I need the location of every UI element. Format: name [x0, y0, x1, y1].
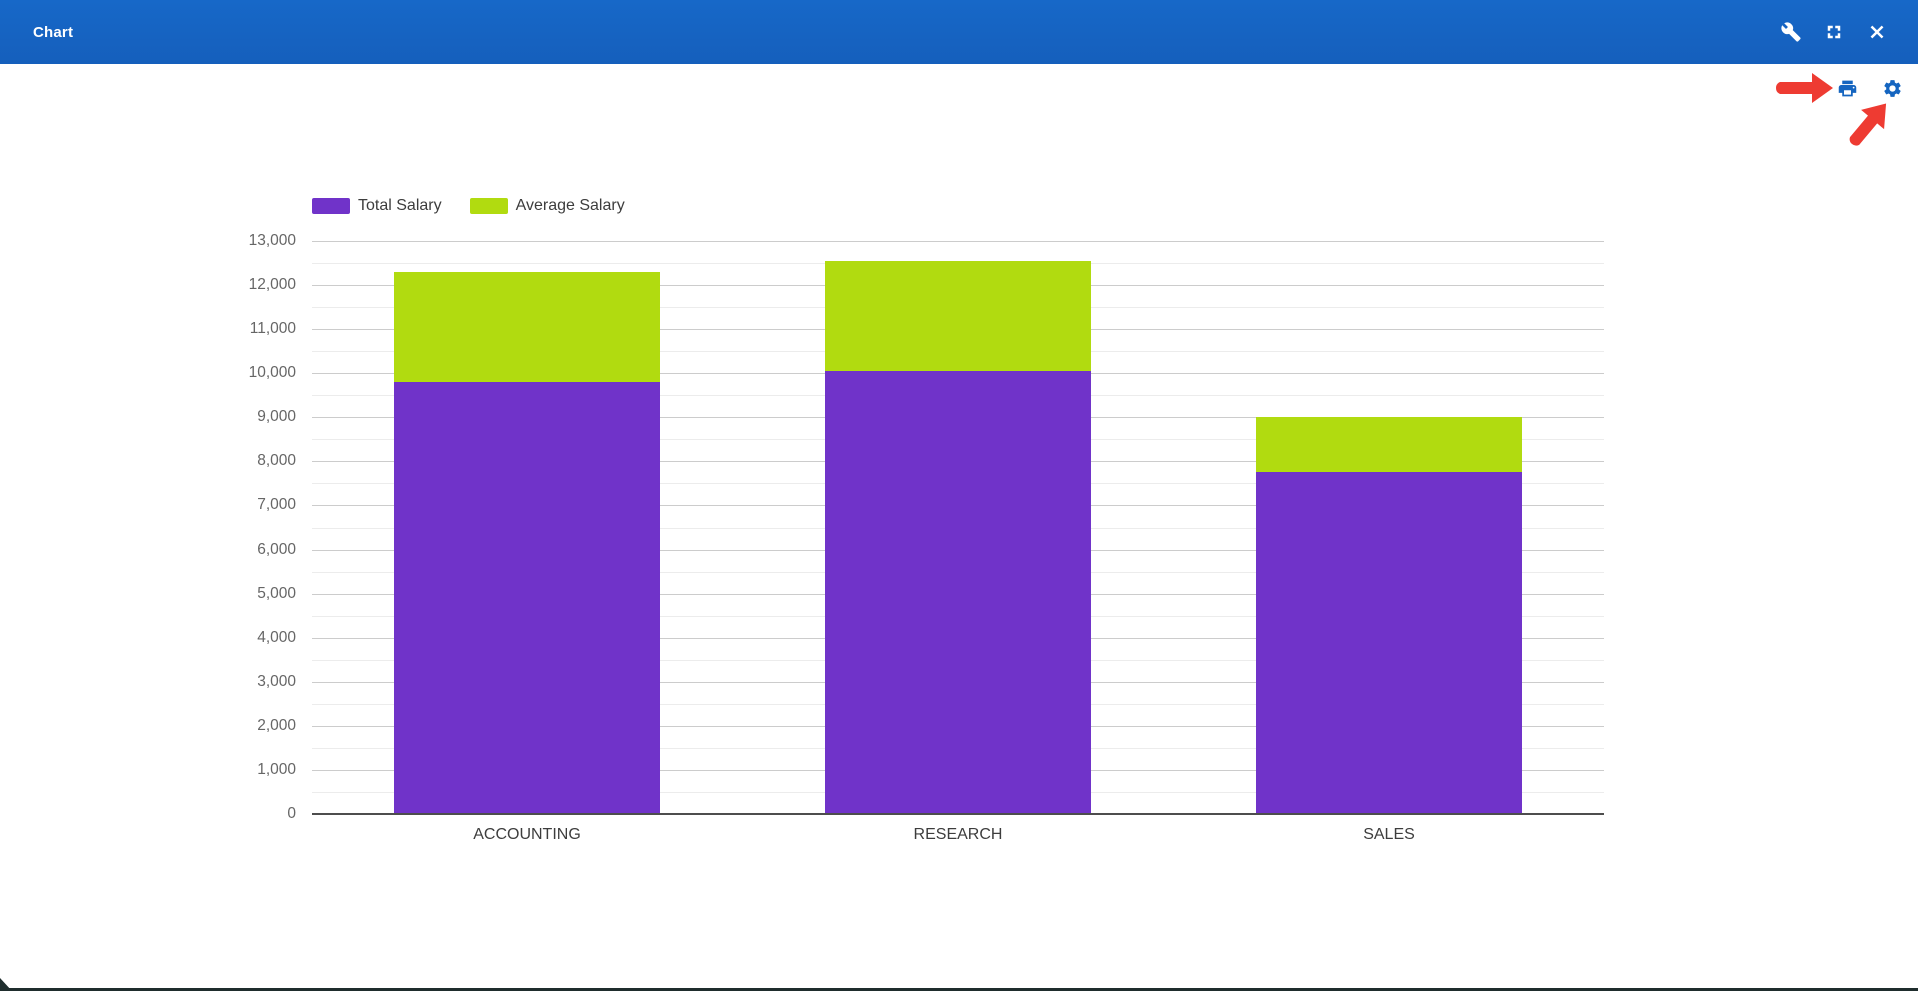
y-axis-tick-label: 3,000: [257, 673, 296, 690]
x-axis-baseline: [312, 813, 1604, 815]
y-axis-tick-label: 10,000: [248, 364, 296, 381]
y-axis-tick-label: 9,000: [257, 408, 296, 425]
y-axis-tick-label: 4,000: [257, 629, 296, 646]
bar-segment-average-salary-research[interactable]: [825, 261, 1091, 371]
y-axis-tick-label: 6,000: [257, 541, 296, 558]
screen-corner-wedge: [0, 978, 12, 991]
bar-segment-total-salary-accounting[interactable]: [394, 382, 660, 814]
chart-legend: Total Salary Average Salary: [312, 197, 625, 215]
bar-segment-total-salary-sales[interactable]: [1256, 472, 1522, 814]
y-axis-tick-label: 11,000: [249, 320, 296, 337]
y-axis-tick-label: 5,000: [257, 585, 296, 602]
legend-item-total-salary[interactable]: Total Salary: [312, 197, 442, 215]
gear-icon[interactable]: [1880, 76, 1904, 100]
y-axis-tick-label: 0: [287, 805, 296, 822]
legend-label: Average Salary: [515, 197, 625, 214]
legend-swatch-icon: [312, 198, 350, 214]
y-axis-tick-label: 8,000: [257, 452, 296, 469]
x-axis-label-research: RESEARCH: [913, 826, 1003, 843]
export-toolbar: [1835, 76, 1904, 100]
y-axis-tick-label: 12,000: [248, 276, 296, 293]
grid-line-major: [312, 241, 1604, 242]
close-icon[interactable]: [1866, 21, 1888, 43]
bar-segment-average-salary-sales[interactable]: [1256, 417, 1522, 472]
tools-icon[interactable]: [1780, 21, 1802, 43]
window-title: Chart: [33, 23, 74, 41]
y-axis-tick-label: 7,000: [257, 496, 296, 513]
y-axis-tick-label: 1,000: [257, 761, 296, 778]
x-axis-label-accounting: ACCOUNTING: [473, 826, 581, 843]
legend-item-average-salary[interactable]: Average Salary: [469, 197, 625, 215]
print-icon[interactable]: [1835, 76, 1859, 100]
y-axis-tick-label: 13,000: [248, 232, 296, 249]
screen-bottom-edge: [0, 988, 1918, 991]
x-axis-label-sales: SALES: [1363, 826, 1415, 843]
fullscreen-icon[interactable]: [1823, 21, 1845, 43]
titlebar-actions: [1780, 21, 1888, 43]
bar-segment-total-salary-research[interactable]: [825, 371, 1091, 814]
window-titlebar: Chart: [0, 0, 1918, 64]
legend-label: Total Salary: [358, 197, 442, 214]
y-axis-tick-label: 2,000: [257, 717, 296, 734]
legend-swatch-icon: [469, 198, 508, 214]
bar-segment-average-salary-accounting[interactable]: [394, 272, 660, 382]
